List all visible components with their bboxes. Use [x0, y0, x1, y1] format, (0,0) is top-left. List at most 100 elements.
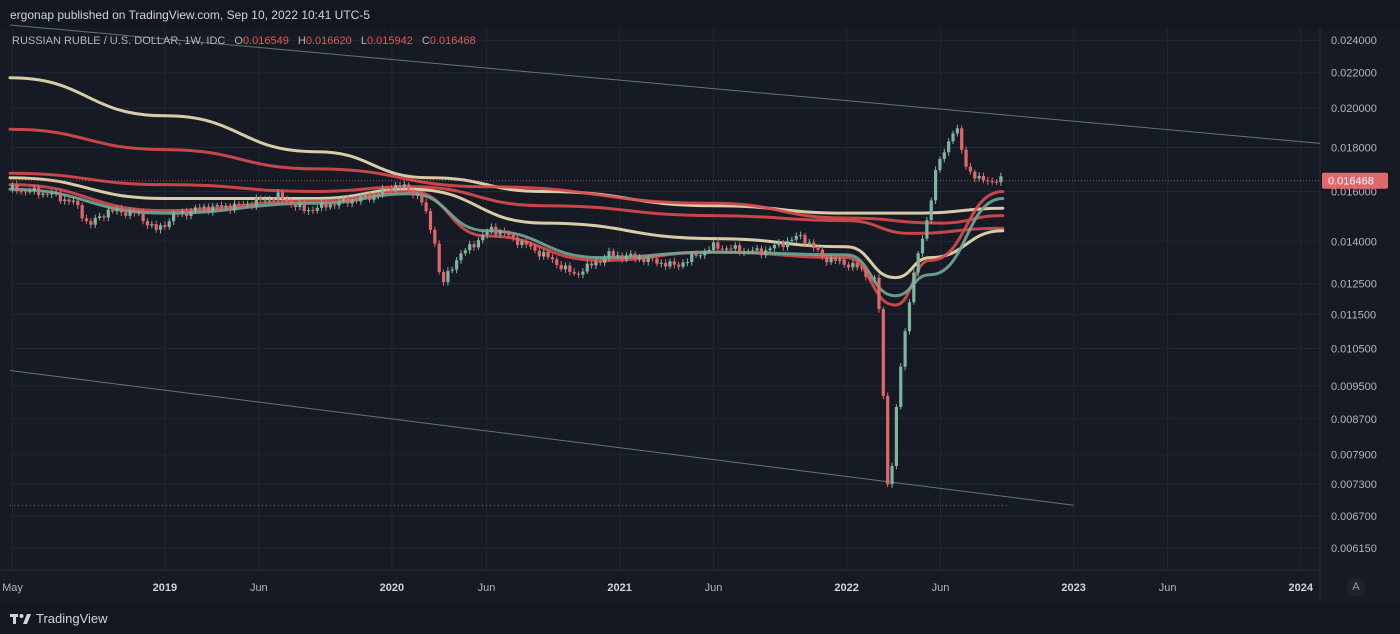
candle-body [97, 216, 102, 218]
candle-body [890, 466, 894, 485]
candle-body [211, 206, 215, 213]
candle-body [755, 248, 759, 251]
candle-body [202, 206, 206, 209]
candle-body [494, 226, 498, 235]
trendline [9, 24, 1321, 144]
candle-body [293, 204, 298, 207]
y-tick-label: 0.014000 [1331, 236, 1377, 248]
candle-body [407, 184, 411, 191]
x-tick-label: 2024 [1288, 582, 1313, 594]
candle-body [324, 202, 328, 208]
candle-body [441, 272, 446, 283]
candle-body [829, 257, 833, 263]
candle-body [76, 200, 80, 206]
candle-body [611, 251, 615, 257]
y-tick-label: 0.009500 [1331, 381, 1377, 393]
candle-body [511, 235, 515, 238]
candle-body [868, 276, 872, 280]
candle-body [250, 204, 254, 207]
candle-body [415, 194, 420, 196]
candle-body [768, 248, 772, 251]
candle-body [603, 257, 607, 263]
moving-average-line [8, 171, 1005, 235]
candle-body [485, 231, 489, 235]
x-tick-label: 2020 [380, 582, 404, 594]
candle-body [637, 257, 642, 259]
candle-body [433, 229, 437, 244]
candle-body [925, 220, 929, 239]
candle-body [520, 241, 524, 246]
candle-body [646, 257, 650, 262]
y-tick-label: 0.022000 [1331, 68, 1377, 80]
x-tick-label: Jun [705, 582, 723, 594]
candle-body [916, 253, 920, 273]
close-value: 0.016468 [429, 35, 476, 47]
candle-body [973, 171, 977, 179]
candle-body [489, 226, 494, 232]
candle-body [337, 201, 341, 206]
candle-body [759, 248, 764, 256]
candle-body [276, 192, 280, 200]
y-tick-label: 0.012500 [1331, 279, 1377, 291]
candle-body [968, 166, 973, 172]
candle-body [846, 264, 851, 268]
candle-body [999, 176, 1003, 183]
candle-body [333, 204, 337, 206]
footer-bar [0, 602, 1400, 634]
candle-body [367, 195, 372, 200]
candle-body [150, 224, 154, 226]
candle-body [328, 204, 332, 208]
candle-body [246, 204, 250, 206]
candle-body [650, 257, 655, 259]
candle-body [15, 184, 19, 192]
candle-body [812, 242, 816, 248]
candle-body [111, 209, 115, 212]
candle-body [219, 205, 224, 207]
candle-body [546, 252, 550, 258]
candle-body [115, 208, 119, 212]
symbol-legend: RUSSIAN RUBLE / U.S. DOLLAR, 1W, IDC O0.… [12, 35, 482, 47]
candle-body [481, 234, 485, 241]
candle-body [198, 207, 202, 209]
candle-body [10, 184, 15, 190]
candle-body [280, 192, 285, 199]
x-tick-label: 2021 [607, 582, 631, 594]
candle-body [446, 270, 450, 283]
candle-body [311, 210, 315, 212]
candle-body [572, 271, 576, 274]
candle-body [215, 205, 219, 207]
candle-body [698, 255, 703, 257]
candle-body [929, 200, 933, 221]
price-chart[interactable]: 0.024000 0.022000 0.020000 0.018000 0.016000… [0, 0, 1400, 602]
candle-body [733, 245, 737, 249]
candle-body [124, 212, 128, 216]
candle-body [228, 206, 232, 211]
candle-body [54, 192, 58, 194]
candle-body [777, 242, 781, 245]
candle-body [803, 235, 807, 244]
candle-body [341, 198, 346, 202]
candle-body [938, 158, 942, 171]
candle-body [259, 198, 263, 200]
candle-body [346, 198, 350, 204]
candle-body [63, 199, 67, 202]
x-tick-label: 2023 [1061, 582, 1085, 594]
candle-body [716, 242, 720, 249]
candle-body [67, 199, 71, 202]
candle-body [137, 212, 141, 214]
auto-scale-button[interactable]: A [1346, 577, 1366, 597]
candle-body [616, 255, 620, 257]
candle-body [50, 193, 54, 195]
y-tick-label: 0.020000 [1331, 103, 1377, 115]
candle-body [851, 262, 855, 268]
candle-body [751, 250, 755, 252]
candle-body [315, 207, 319, 211]
moving-average-line [8, 176, 1005, 280]
candle-body [881, 309, 885, 396]
candle-body [607, 251, 611, 258]
candle-body [350, 200, 354, 204]
header-bar: ergonap published on TradingView.com, Se… [0, 0, 1400, 28]
candle-body [912, 272, 916, 303]
tradingview-logo: TradingView [10, 611, 108, 626]
candle-body [781, 242, 785, 248]
